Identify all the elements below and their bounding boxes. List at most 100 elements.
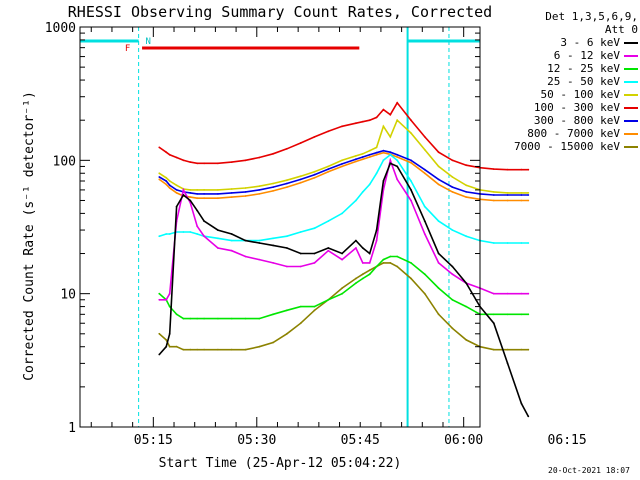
series-4-point xyxy=(175,184,178,187)
series-0-point xyxy=(355,239,357,242)
series-4-point xyxy=(451,176,454,178)
series-5-point xyxy=(389,113,392,116)
series-2-point xyxy=(244,317,247,320)
legend-swatch xyxy=(624,41,638,44)
series-1-point xyxy=(313,262,316,264)
series-2-point xyxy=(313,305,316,308)
series-5-point xyxy=(410,119,412,122)
series-2-point xyxy=(506,313,509,316)
series-8-point xyxy=(527,348,530,351)
series-4-point xyxy=(375,146,378,149)
series-0-point xyxy=(196,209,199,212)
series-1-point xyxy=(527,292,530,295)
series-1-point xyxy=(168,292,171,295)
series-8-point xyxy=(286,332,288,335)
y-tick-label: 10 xyxy=(60,288,76,303)
series-0-point xyxy=(389,162,392,165)
y-axis-label: Corrected Count Rate (s⁻¹ detector⁻¹) xyxy=(22,91,37,381)
series-7-point xyxy=(396,156,399,158)
series-3-point xyxy=(165,233,168,235)
series-2-point xyxy=(258,317,261,320)
series-7-point xyxy=(451,191,454,193)
series-4-point xyxy=(168,180,171,182)
series-6-point xyxy=(492,194,495,196)
series-6-point xyxy=(396,153,399,156)
y-tick-label: 100 xyxy=(53,154,76,169)
series-6-point xyxy=(375,151,378,154)
series-8-point xyxy=(168,345,171,348)
series-1-point xyxy=(258,258,261,261)
series-6-point xyxy=(451,186,454,189)
series-4-point xyxy=(230,188,233,190)
series-6-point xyxy=(244,191,247,193)
series-1-point xyxy=(437,262,440,264)
series-2-point xyxy=(375,265,378,268)
series-0-point xyxy=(465,282,468,284)
series-2-point xyxy=(217,317,219,320)
series-8-point xyxy=(389,262,392,264)
series-5-point xyxy=(175,156,178,159)
series-5-point xyxy=(341,125,343,128)
series-0-point xyxy=(361,247,364,249)
series-6-point xyxy=(520,194,523,196)
legend-header-line-2: Att 0 xyxy=(604,23,638,36)
series-1-point xyxy=(396,178,399,181)
series-7-point xyxy=(189,196,192,199)
series-5-point xyxy=(506,168,509,171)
series-2-point xyxy=(299,305,302,308)
series-2-point xyxy=(272,313,274,316)
series-2-point xyxy=(286,309,288,312)
series-8-point xyxy=(196,348,199,351)
series-5-point xyxy=(168,153,171,156)
series-2-point xyxy=(520,313,523,316)
series-8-point xyxy=(437,313,440,316)
series-4-point xyxy=(492,191,495,193)
series-8-point xyxy=(158,332,161,335)
series-8-point xyxy=(396,265,399,268)
series-8-point xyxy=(451,327,454,330)
series-7-point xyxy=(361,158,364,161)
series-6-point xyxy=(423,168,426,171)
plot-frame xyxy=(79,26,481,428)
series-1-point xyxy=(341,258,343,261)
series-6-point xyxy=(327,168,330,171)
series-8-point xyxy=(299,322,302,325)
night-marker-label: N xyxy=(146,37,151,47)
series-1-point xyxy=(286,265,288,268)
series-0-point xyxy=(437,252,440,255)
series-0-point xyxy=(230,233,233,235)
series-6-point xyxy=(382,149,385,152)
series-4-point xyxy=(203,189,206,191)
series-8-point xyxy=(189,348,192,351)
series-5-point xyxy=(258,156,261,159)
legend-item: 25 - 50 keV xyxy=(484,75,638,88)
series-8-point xyxy=(465,339,468,341)
series-0-point xyxy=(368,252,371,255)
legend-swatch xyxy=(624,132,638,135)
legend-header-line-1: Det 1,3,5,6,9, xyxy=(545,10,638,23)
x-tick-label: 06:15 xyxy=(548,433,587,448)
series-2-point xyxy=(465,305,468,308)
series-2-point xyxy=(389,255,392,258)
y-tick-label: 1000 xyxy=(45,21,76,36)
series-1-point xyxy=(244,255,247,258)
series-5-point xyxy=(272,152,274,155)
series-0-point xyxy=(272,244,274,247)
series-7-point xyxy=(410,161,412,164)
series-3-point xyxy=(465,235,468,238)
series-7-point xyxy=(423,172,426,175)
legend-item: 3 - 6 keV xyxy=(484,36,638,49)
series-4-point xyxy=(299,175,302,178)
y-tick-label: 1 xyxy=(68,421,76,436)
series-2-point xyxy=(341,292,343,295)
series-0-point xyxy=(492,322,495,325)
series-4-point xyxy=(423,148,426,151)
legend-item: 6 - 12 keV xyxy=(484,49,638,62)
series-4-point xyxy=(361,152,364,155)
x-tick-label: 05:45 xyxy=(341,433,380,448)
series-5-point xyxy=(203,162,206,165)
series-8-point xyxy=(492,348,495,351)
series-7-point xyxy=(492,199,495,202)
legend-item: 7000 - 15000 keV xyxy=(484,140,638,153)
series-1-point xyxy=(272,262,274,264)
